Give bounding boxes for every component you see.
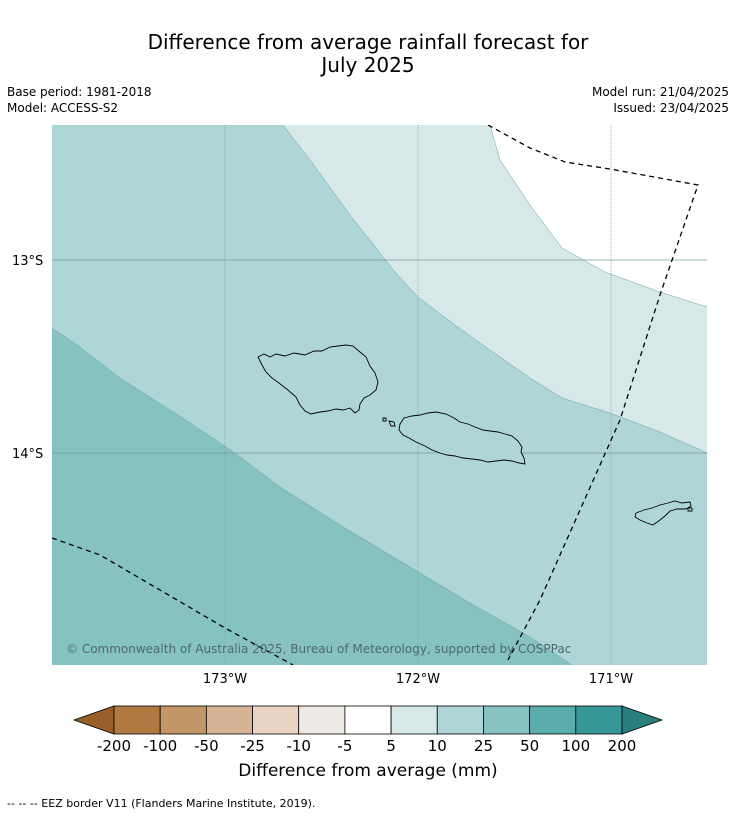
zone-outlines [52,125,707,665]
colorbar-swatch [205,705,253,735]
eez-note: -- -- -- EEZ border V11 (Flanders Marine… [7,797,316,810]
colorbar-swatch [159,705,207,735]
colorbar-tick-label: 100 [561,737,590,755]
island-apolima [382,417,387,422]
colorbar-tick-label: 25 [474,737,493,755]
colorbar-swatch [436,705,484,735]
meta-right: Model run: 21/04/2025 Issued: 23/04/2025 [592,84,729,116]
island-manono [388,420,396,427]
colorbar-tick-label: -10 [286,737,311,755]
colorbar-swatch [529,705,577,735]
colorbar-swatch [390,705,438,735]
colorbar-tick-label: -200 [97,737,131,755]
islands [257,344,693,526]
colorbar-tick-label: -25 [240,737,265,755]
island-savaii [257,344,379,415]
colorbar-low-arrow [72,705,115,735]
colorbar-swatch [483,705,531,735]
copyright-text: © Commonwealth of Australia 2025, Bureau… [66,642,571,656]
colorbar-tick-label: 50 [520,737,539,755]
colorbar-high-arrow [621,705,664,735]
colorbar-tick-label: 10 [428,737,447,755]
map-title: Difference from average rainfall forecas… [0,31,736,77]
colorbar-tick-label: 200 [608,737,637,755]
colorbar-tick-label: -50 [194,737,219,755]
eez-borders [52,125,699,665]
graticule [52,125,707,665]
colorbar-swatch [113,705,161,735]
colorbar-tick-label: -100 [143,737,177,755]
title-line-2: July 2025 [321,53,415,77]
rainfall-zones [52,125,707,665]
eez-border-south-west [52,537,294,665]
island-aunuu [687,507,693,512]
island-upolu [398,411,526,465]
issued-date: Issued: 23/04/2025 [613,101,729,115]
colorbar-swatch [298,705,346,735]
lat-label-14s: 14°S [12,447,43,462]
zone-5-10 [283,125,707,453]
lat-label-13s: 13°S [12,254,43,269]
model-run: Model run: 21/04/2025 [591,85,729,99]
lon-label-173w: 173°W [203,672,247,687]
zone-neutral [490,125,707,307]
lon-label-171w: 171°W [589,672,633,687]
title-line-1: Difference from average rainfall forecas… [147,30,589,54]
colorbar-legend: -200 -100 -50 -25 -10 -5 5 10 25 50 100 200 [72,705,664,755]
colorbar-swatch [575,705,623,735]
colorbar-swatch [344,705,392,735]
model-name: Model: ACCESS-S2 [7,101,119,115]
eez-border-north-east [487,125,699,661]
colorbar-tick-label: -5 [337,737,352,755]
legend-title: Difference from average (mm) [238,761,498,781]
base-period: Base period: 1981-2018 [7,85,152,99]
colorbar-swatch [252,705,300,735]
colorbar-tick-label: 5 [386,737,396,755]
lon-label-172w: 172°W [396,672,440,687]
island-tutuila [634,500,692,526]
zone-25-50 [52,328,572,665]
meta-left: Base period: 1981-2018 Model: ACCESS-S2 [7,84,152,116]
forecast-map: © Commonwealth of Australia 2025, Bureau… [12,125,707,755]
